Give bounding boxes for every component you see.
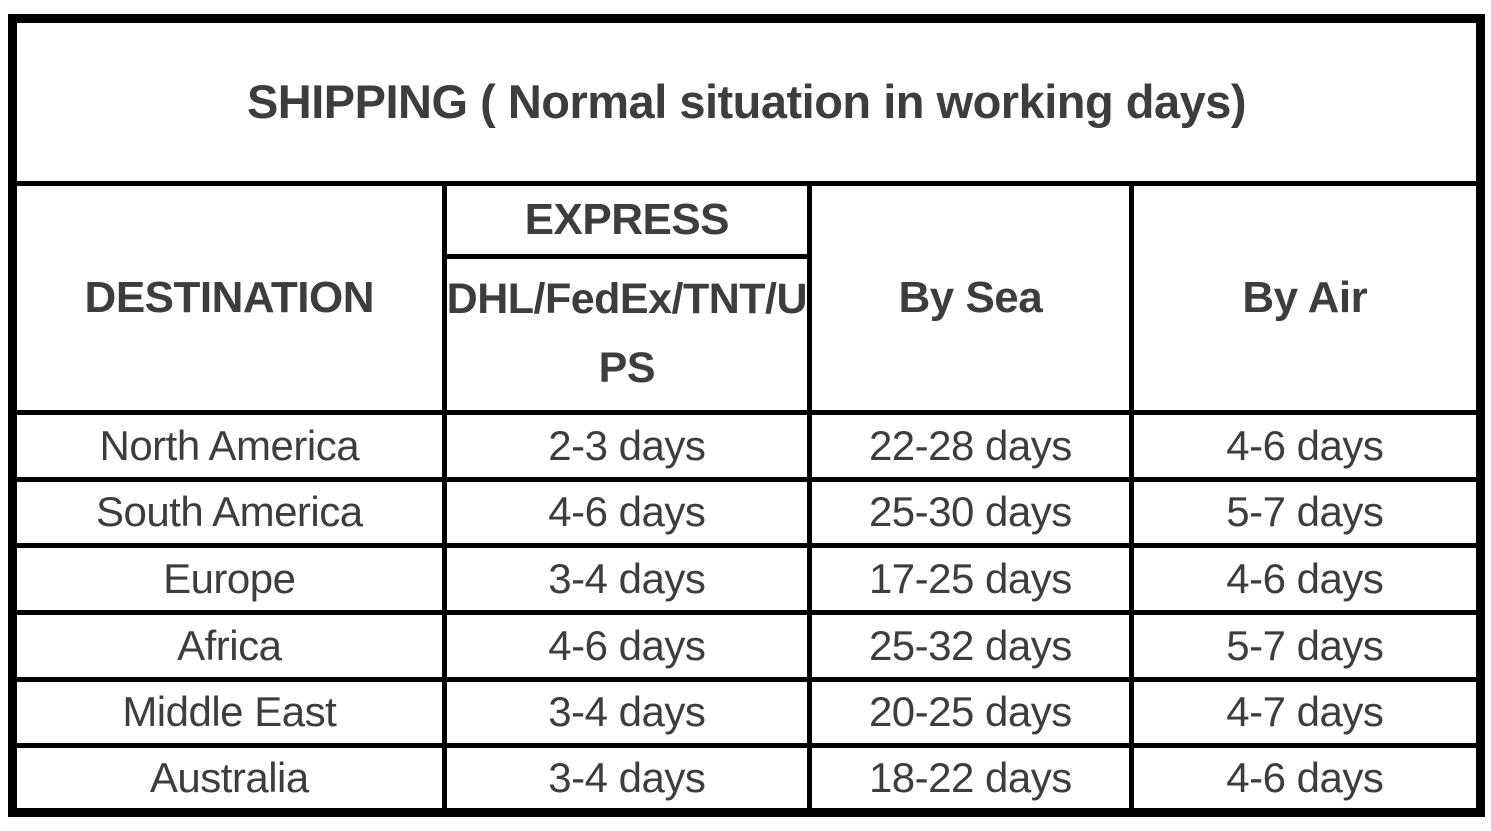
cell-destination: Australia bbox=[10, 743, 447, 815]
column-header-destination: DESTINATION bbox=[10, 180, 447, 415]
cell-express: 4-6 days bbox=[441, 476, 813, 549]
cell-express: 3-4 days bbox=[441, 543, 813, 615]
column-header-by-sea: By Sea bbox=[807, 180, 1134, 415]
column-header-by-air: By Air bbox=[1128, 180, 1484, 415]
cell-express: 2-3 days bbox=[441, 409, 813, 482]
shipping-times-table: SHIPPING ( Normal situation in working d… bbox=[8, 14, 1485, 817]
cell-destination: North America bbox=[10, 409, 447, 482]
cell-destination: Africa bbox=[10, 609, 447, 682]
table-row: South America 4-6 days 25-30 days 5-7 da… bbox=[10, 476, 1484, 549]
cell-by-sea: 25-32 days bbox=[807, 609, 1134, 682]
cell-express: 4-6 days bbox=[441, 609, 813, 682]
cell-by-sea: 22-28 days bbox=[807, 409, 1134, 482]
cell-by-air: 4-6 days bbox=[1128, 743, 1484, 815]
cell-by-sea: 25-30 days bbox=[807, 476, 1134, 549]
cell-by-sea: 20-25 days bbox=[807, 676, 1134, 749]
cell-express: 3-4 days bbox=[441, 743, 813, 815]
header-row-1: DESTINATION EXPRESS By Sea By Air bbox=[10, 180, 1484, 415]
table-row: North America 2-3 days 22-28 days 4-6 da… bbox=[10, 409, 1484, 482]
table-row: Middle East 3-4 days 20-25 days 4-7 days bbox=[10, 676, 1484, 749]
column-header-express-carriers: DHL/FedEx/TNT/UPS bbox=[441, 253, 813, 415]
header-row-2: DHL/FedEx/TNT/UPS bbox=[13, 253, 1481, 415]
table-title: SHIPPING ( Normal situation in working d… bbox=[10, 16, 1483, 186]
cell-by-air: 4-7 days bbox=[1128, 676, 1484, 749]
table-row: Europe 3-4 days 17-25 days 4-6 days bbox=[10, 543, 1484, 615]
cell-by-air: 4-6 days bbox=[1128, 543, 1484, 615]
table-title-row: SHIPPING ( Normal situation in working d… bbox=[10, 16, 1483, 186]
table-row: Australia 3-4 days 18-22 days 4-6 days bbox=[10, 743, 1484, 815]
table-row: Africa 4-6 days 25-32 days 5-7 days bbox=[10, 609, 1484, 682]
cell-destination: Middle East bbox=[10, 676, 447, 749]
cell-by-sea: 17-25 days bbox=[807, 543, 1134, 615]
cell-destination: South America bbox=[10, 476, 447, 549]
cell-by-air: 4-6 days bbox=[1128, 409, 1484, 482]
cell-express: 3-4 days bbox=[441, 676, 813, 749]
cell-by-air: 5-7 days bbox=[1128, 609, 1484, 682]
cell-by-air: 5-7 days bbox=[1128, 476, 1484, 549]
column-header-express-group: EXPRESS bbox=[441, 180, 813, 259]
cell-by-sea: 18-22 days bbox=[807, 743, 1134, 815]
cell-destination: Europe bbox=[10, 543, 447, 615]
